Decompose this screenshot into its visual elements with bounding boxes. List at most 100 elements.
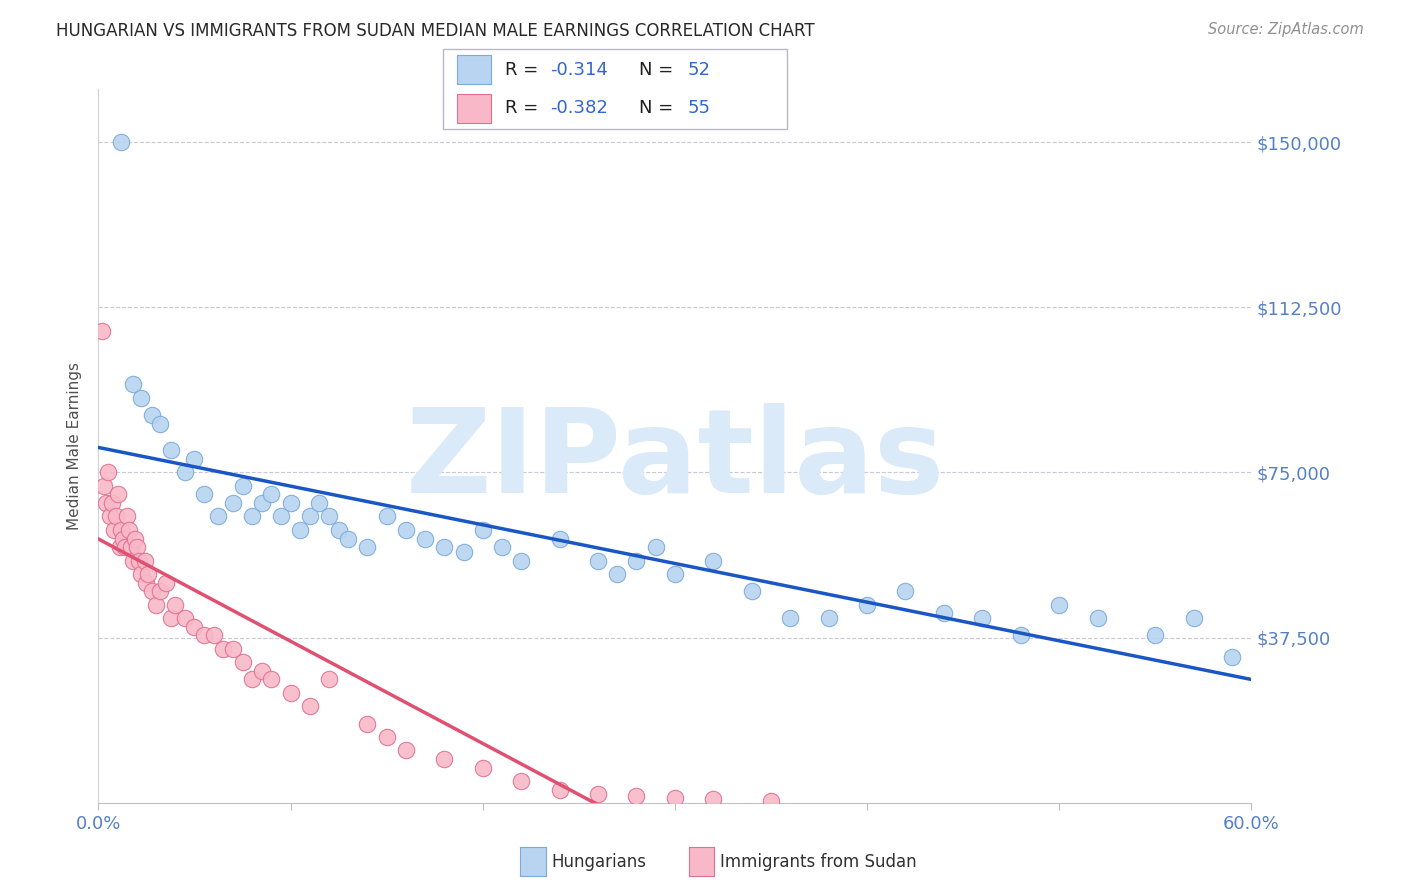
Point [94, 496, 117, 510]
Point [433, 752, 456, 766]
Point [664, 791, 686, 805]
Point [894, 584, 917, 599]
Point [145, 598, 167, 612]
Point [1047, 598, 1070, 612]
Point [337, 532, 360, 546]
Point [308, 496, 330, 510]
Point [174, 466, 197, 480]
Point [586, 787, 609, 801]
Point [270, 509, 292, 524]
Point [128, 553, 150, 567]
Point [702, 792, 724, 806]
Point [250, 664, 273, 678]
Point [222, 496, 245, 510]
Point [298, 509, 321, 524]
Point [231, 655, 254, 669]
Point [586, 553, 609, 567]
Point [155, 575, 177, 590]
Point [110, 135, 132, 149]
Point [664, 566, 686, 581]
Point [183, 619, 205, 633]
Point [250, 496, 273, 510]
Point [125, 541, 148, 555]
Point [110, 523, 132, 537]
Point [138, 566, 160, 581]
Point [356, 716, 378, 731]
Point [548, 782, 571, 797]
Point [183, 452, 205, 467]
Point [318, 673, 340, 687]
Point [112, 532, 135, 546]
Point [1144, 628, 1167, 642]
Point [298, 698, 321, 713]
Point [1087, 611, 1109, 625]
Text: -0.382: -0.382 [550, 100, 607, 118]
Point [356, 541, 378, 555]
Point [280, 496, 302, 510]
Point [231, 478, 254, 492]
Point [759, 794, 782, 808]
Point [129, 566, 152, 581]
Point [122, 553, 145, 567]
Point [280, 686, 302, 700]
Point [114, 541, 136, 555]
Point [606, 566, 628, 581]
Point [120, 541, 142, 555]
Point [395, 743, 418, 757]
Point [510, 773, 533, 788]
Point [1220, 650, 1243, 665]
Point [193, 628, 215, 642]
Text: R =: R = [505, 100, 544, 118]
Point [149, 584, 172, 599]
Point [1010, 628, 1032, 642]
Point [222, 641, 245, 656]
Point [548, 532, 571, 546]
Point [135, 575, 157, 590]
Point [491, 541, 513, 555]
Point [165, 598, 187, 612]
Point [160, 443, 183, 458]
Point [149, 417, 172, 431]
Text: 55: 55 [688, 100, 710, 118]
Point [972, 611, 994, 625]
Point [375, 730, 398, 744]
Text: 52: 52 [688, 61, 710, 78]
Point [91, 325, 114, 339]
Text: R =: R = [505, 61, 544, 78]
Text: ZIPatlas: ZIPatlas [405, 403, 945, 517]
Point [471, 760, 494, 774]
Bar [457, 94, 491, 123]
Text: -0.314: -0.314 [550, 61, 607, 78]
Point [193, 487, 215, 501]
Point [626, 553, 648, 567]
Point [240, 509, 263, 524]
Point [101, 496, 124, 510]
Point [779, 611, 801, 625]
Text: Source: ZipAtlas.com: Source: ZipAtlas.com [1208, 22, 1364, 37]
Point [122, 377, 145, 392]
Point [260, 487, 283, 501]
Point [202, 628, 225, 642]
Point [117, 509, 139, 524]
Point [134, 553, 156, 567]
Text: Hungarians: Hungarians [551, 853, 647, 871]
Point [260, 673, 283, 687]
Point [328, 523, 350, 537]
Text: N =: N = [640, 100, 679, 118]
Point [702, 553, 724, 567]
Point [98, 509, 121, 524]
Point [118, 523, 141, 537]
Y-axis label: Median Male Earnings: Median Male Earnings [67, 362, 83, 530]
Point [97, 466, 120, 480]
Point [93, 478, 115, 492]
Point [207, 509, 229, 524]
Point [395, 523, 418, 537]
Point [471, 523, 494, 537]
Point [375, 509, 398, 524]
Point [453, 545, 475, 559]
Point [129, 391, 152, 405]
Point [124, 532, 146, 546]
Point [856, 598, 879, 612]
Point [103, 523, 125, 537]
Point [741, 584, 763, 599]
